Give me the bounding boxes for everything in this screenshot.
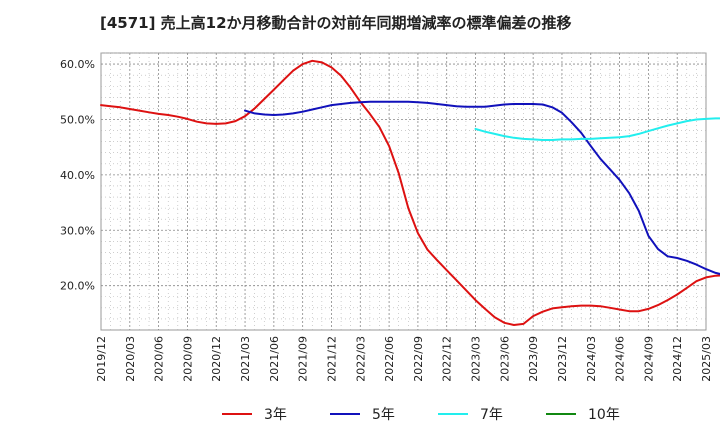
x-tick-label: 2019/12 [95,336,108,382]
x-tick-label: 2020/12 [210,336,223,382]
x-tick-label: 2023/06 [498,336,511,382]
x-tick-label: 2021/06 [268,336,281,382]
x-tick-label: 2021/03 [239,336,252,382]
series-line-5年 [244,100,720,275]
x-tick-label: 2021/12 [325,336,338,382]
chart-title: [4571] 売上高12か月移動合計の対前年同期増減率の標準偏差の推移 [100,14,572,32]
x-tick-label: 2023/12 [556,336,569,382]
legend-label: 10年 [588,407,620,423]
x-tick-label: 2020/06 [153,336,166,382]
x-tick-label: 2024/12 [671,336,684,382]
y-tick-label: 50.0% [60,113,95,126]
x-tick-label: 2022/09 [412,336,425,382]
x-tick-label: 2024/03 [585,336,598,382]
x-tick-label: 2022/06 [383,336,396,382]
y-tick-label: 60.0% [60,58,95,71]
y-tick-label: 20.0% [60,280,95,293]
x-tick-label: 2020/03 [124,336,137,382]
x-tick-label: 2025/03 [700,336,713,382]
x-tick-label: 2021/09 [297,336,310,382]
x-tick-label: 2020/09 [181,336,194,382]
legend-label: 5年 [372,407,395,423]
legend-label: 7年 [480,407,503,423]
x-tick-label: 2024/09 [642,336,655,382]
legend-label: 3年 [264,407,287,423]
x-tick-label: 2023/03 [470,336,483,382]
x-tick-label: 2024/06 [614,336,627,382]
x-tick-label: 2022/12 [441,336,454,382]
x-tick-label: 2023/09 [527,336,540,382]
y-tick-label: 40.0% [60,169,95,182]
series-line-7年 [474,117,720,141]
x-tick-label: 2022/03 [354,336,367,382]
series-line-3年 [100,59,720,326]
y-tick-label: 30.0% [60,224,95,237]
